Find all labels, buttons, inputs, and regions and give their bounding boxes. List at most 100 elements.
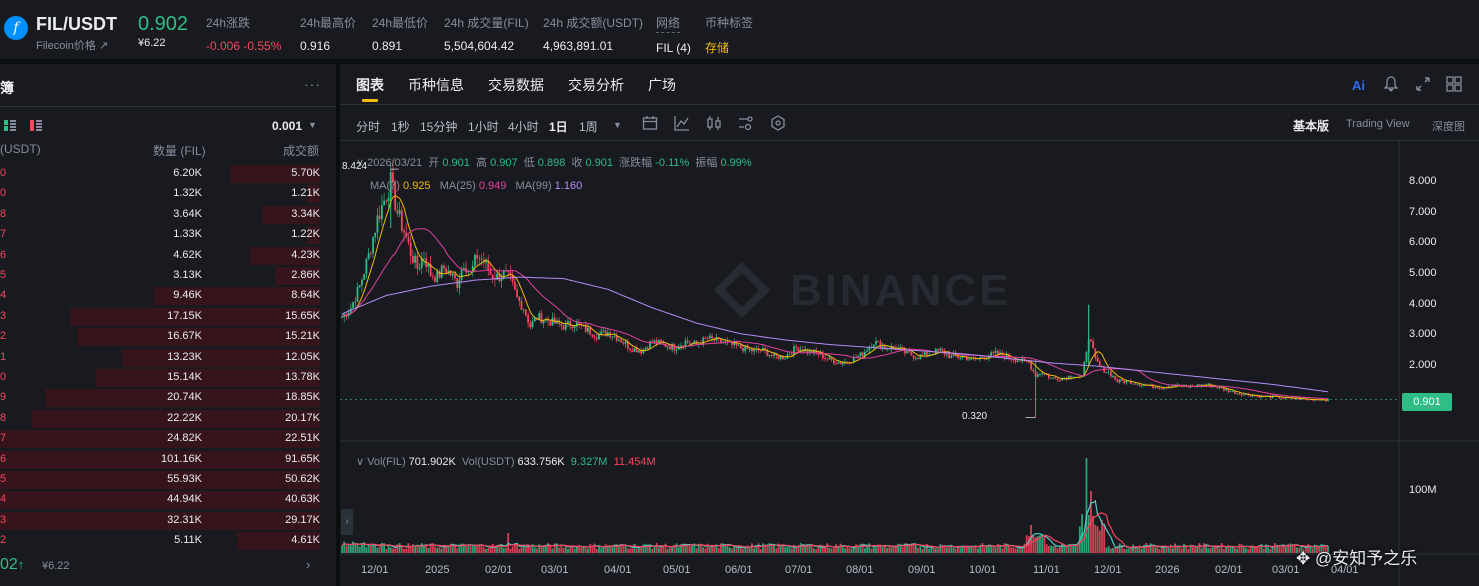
ask-row[interactable]: 0 1.32K 1.21K — [0, 184, 336, 204]
timeframe-1s[interactable]: 1秒 — [391, 120, 410, 134]
volume-bar — [881, 546, 884, 553]
candle-body — [1203, 384, 1205, 386]
volume-bar — [1267, 547, 1270, 553]
ask-row[interactable]: 6 101.16K 91.65K — [0, 450, 336, 470]
ask-price: 6 — [0, 248, 7, 261]
tab-coin-info[interactable]: 币种信息 — [408, 77, 464, 93]
view-depth[interactable]: 深度图 — [1432, 121, 1465, 133]
timeframe-15m[interactable]: 15分钟 — [420, 120, 458, 134]
candle-body — [824, 358, 826, 360]
calendar-icon[interactable] — [642, 115, 658, 131]
ask-row[interactable]: 1 13.23K 12.05K — [0, 348, 336, 368]
candle-body — [906, 350, 908, 354]
ask-row[interactable]: 5 3.13K 2.86K — [0, 266, 336, 286]
candle-body — [764, 348, 767, 351]
candle-body — [1260, 395, 1263, 398]
volume-bar — [797, 545, 800, 553]
stat-network[interactable]: 网络 FIL (4) — [656, 16, 691, 55]
volume-bar — [872, 545, 875, 553]
candle-body — [914, 358, 917, 359]
candle-body — [1293, 398, 1296, 400]
indicator-chart-icon[interactable] — [674, 115, 690, 131]
stat-coin-tag[interactable]: 币种标签 存储 — [705, 16, 754, 55]
view-tradingview[interactable]: Trading View — [1346, 118, 1410, 130]
timeframe-line[interactable]: 分时 — [356, 120, 381, 134]
ask-row[interactable]: 9 20.74K 18.85K — [0, 388, 336, 408]
candle-body — [602, 330, 605, 332]
ask-row[interactable]: 0 15.14K 13.78K — [0, 368, 336, 388]
candle-body — [1072, 377, 1075, 378]
candle-body — [487, 260, 490, 271]
collapse-handle[interactable]: › — [341, 509, 353, 535]
candle-body — [345, 314, 348, 317]
orderbook-both-icon[interactable] — [4, 120, 16, 131]
ask-row[interactable]: 7 1.33K 1.22K — [0, 225, 336, 245]
orderbook-asks-icon[interactable] — [30, 120, 42, 131]
ask-row[interactable]: 4 44.94K 40.63K — [0, 490, 336, 510]
candle-body — [403, 230, 405, 233]
candles-icon[interactable] — [706, 115, 722, 131]
candle-body — [691, 343, 693, 344]
timeframe-1d[interactable]: 1日 — [549, 120, 568, 134]
candle-body — [981, 357, 984, 359]
candle-body — [1238, 393, 1241, 395]
chevron-right-icon[interactable]: › — [306, 557, 311, 572]
ask-row[interactable]: 8 3.64K 3.34K — [0, 205, 336, 225]
bell-icon[interactable] — [1384, 76, 1398, 92]
volume-bar — [719, 543, 722, 553]
depth-bar — [275, 267, 320, 285]
volume-bar — [917, 547, 919, 553]
candle-body — [427, 263, 430, 267]
candle-body — [374, 232, 377, 238]
timeframe-1h[interactable]: 1小时 — [468, 120, 499, 134]
ask-row[interactable]: 8 22.22K 20.17K — [0, 409, 336, 429]
mid-price[interactable]: 02↑ — [0, 556, 25, 573]
volume-bar — [1112, 548, 1114, 553]
ask-row[interactable]: 4 9.46K 8.64K — [0, 286, 336, 306]
volume-bar — [516, 544, 518, 553]
candle-body — [1047, 374, 1050, 379]
ask-row[interactable]: 3 17.15K 15.65K — [0, 307, 336, 327]
volume-bar — [1262, 548, 1265, 553]
pair-title[interactable]: FIL/USDT — [36, 14, 117, 34]
ask-row[interactable]: 3 32.31K 29.17K — [0, 511, 336, 531]
ask-row[interactable]: 6 4.62K 4.23K — [0, 246, 336, 266]
candle-body — [1222, 388, 1225, 391]
chart-settings-icon[interactable] — [738, 115, 754, 131]
candle-body — [1198, 384, 1201, 387]
fullscreen-icon[interactable] — [1416, 77, 1430, 91]
ai-icon[interactable]: Ai — [1352, 78, 1365, 93]
candle-body — [965, 356, 968, 361]
timeframe-1w[interactable]: 1周 — [579, 120, 598, 134]
ask-row[interactable]: 5 55.93K 50.62K — [0, 470, 336, 490]
caret-down-icon[interactable]: ▼ — [613, 120, 622, 130]
ask-row[interactable]: 7 24.82K 22.51K — [0, 429, 336, 449]
view-basic[interactable]: 基本版 — [1293, 119, 1330, 133]
volume-bar — [562, 548, 565, 553]
orderbook-title: 簿 — [0, 80, 14, 96]
tab-chart[interactable]: 图表 — [356, 77, 384, 93]
caret-down-icon[interactable]: ▼ — [308, 120, 317, 130]
price-chart[interactable] — [340, 141, 1479, 586]
ask-row[interactable]: 0 6.20K 5.70K — [0, 164, 336, 184]
gear-icon[interactable] — [770, 115, 786, 131]
ask-qty: 55.93K — [167, 473, 202, 485]
ask-row[interactable]: 2 5.11K 4.61K — [0, 531, 336, 551]
timeframe-4h[interactable]: 4小时 — [508, 120, 539, 134]
candle-body — [407, 237, 410, 243]
tab-trading-data[interactable]: 交易数据 — [488, 77, 544, 93]
volume-bar — [957, 545, 959, 553]
volume-bar — [1081, 514, 1083, 553]
more-menu-icon[interactable]: ··· — [304, 76, 321, 92]
ask-qty: 13.23K — [167, 350, 202, 363]
ask-row[interactable]: 2 16.67K 15.21K — [0, 327, 336, 347]
coin-price-link[interactable]: Filecoin价格 ↗ — [36, 40, 109, 52]
volume-bar — [1242, 547, 1245, 553]
tab-trade-analysis[interactable]: 交易分析 — [568, 77, 624, 93]
candle-body — [857, 355, 860, 358]
precision-select[interactable]: 0.001 — [272, 119, 303, 133]
volume-bar — [489, 547, 492, 553]
volume-bar — [919, 546, 922, 553]
layout-grid-icon[interactable] — [1446, 76, 1462, 92]
tab-square[interactable]: 广场 — [648, 77, 676, 93]
